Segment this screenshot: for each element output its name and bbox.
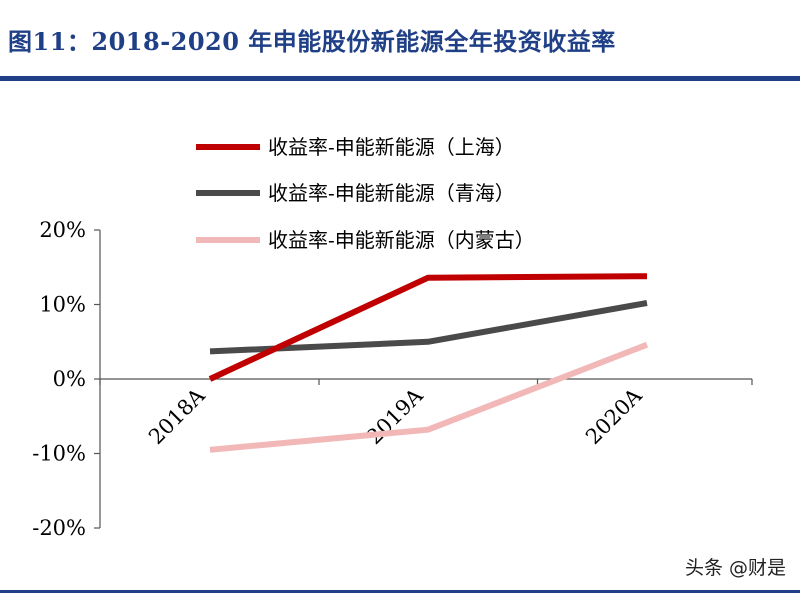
figure-title: 图11：2018-2020 年申能股份新能源全年投资收益率 xyxy=(8,26,616,56)
y-tick-label: -10% xyxy=(32,442,86,466)
chart-series xyxy=(208,273,649,453)
chart-legend: 收益率-申能新能源（上海） 收益率-申能新能源（青海） 收益率-申能新能源（内蒙古） xyxy=(196,135,535,252)
x-tick-label: 2018A xyxy=(144,383,210,449)
bottom-rule xyxy=(0,590,800,593)
series-line-2 xyxy=(209,341,649,453)
chart-axes: -20% -10% 0% 10% 20% 2018A 2019A 2020A xyxy=(32,218,753,540)
legend-label-1: 收益率-申能新能源（青海） xyxy=(268,181,515,205)
series-line-0 xyxy=(208,273,648,382)
title-rule xyxy=(0,76,800,81)
x-tick-label: 2019A xyxy=(362,383,428,449)
watermark: 头条 @财是 xyxy=(684,557,786,579)
legend-label-0: 收益率-申能新能源（上海） xyxy=(268,135,515,159)
y-tick-label: 20% xyxy=(39,218,86,242)
y-tick-label: 0% xyxy=(53,367,86,391)
y-tick-label: 10% xyxy=(39,293,86,317)
series-line-1 xyxy=(209,300,648,355)
y-tick-label: -20% xyxy=(32,516,86,540)
legend-label-2: 收益率-申能新能源（内蒙古） xyxy=(268,228,535,252)
x-tick-label: 2020A xyxy=(581,383,647,449)
